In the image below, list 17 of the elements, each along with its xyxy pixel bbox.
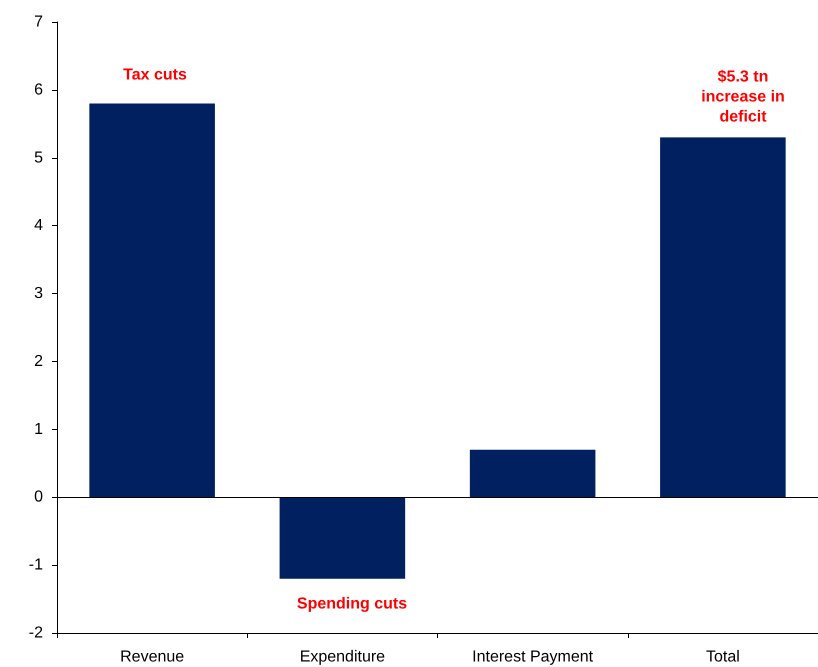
y-tick-label: -1 — [28, 556, 44, 574]
annotation: $5.3 tn increase in deficit — [701, 68, 785, 126]
annotation: Spending cuts — [296, 596, 408, 612]
y-tick-label: 4 — [34, 217, 44, 234]
y-tick-label: 3 — [34, 285, 44, 302]
x-tick-label: Expenditure — [300, 648, 386, 666]
y-tick-label: 1 — [34, 420, 44, 438]
y-tick-label: 7 — [34, 14, 44, 30]
x-tick-label: Total — [706, 648, 740, 666]
y-tick-label: 6 — [34, 81, 44, 98]
annotation: Tax cuts — [123, 66, 187, 84]
y-tick-label: 5 — [34, 149, 44, 166]
y-tick-label: 0 — [34, 488, 44, 506]
y-tick-label: -2 — [28, 624, 44, 642]
x-tick-label: Interest Payment — [472, 648, 594, 666]
x-tick-label: Revenue — [120, 648, 184, 666]
y-tick-label: 2 — [34, 352, 44, 370]
